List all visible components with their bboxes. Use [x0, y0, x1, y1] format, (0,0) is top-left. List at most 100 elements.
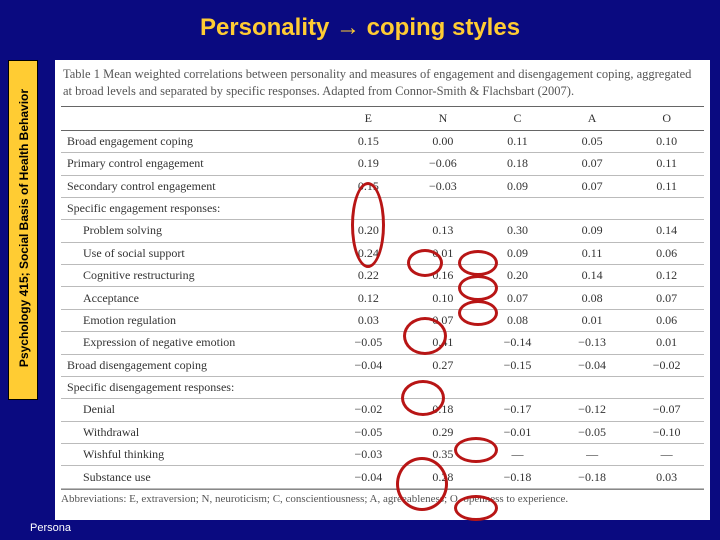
table-row: Specific engagement responses: [61, 197, 704, 219]
slide-title: Personality → coping styles [0, 14, 720, 42]
cell-value: 0.29 [406, 421, 481, 443]
cell-value: 0.14 [555, 265, 630, 287]
cell-value: 0.35 [406, 444, 481, 466]
cell-value: — [480, 444, 555, 466]
cell-value: 0.28 [406, 466, 481, 488]
cell-value: 0.10 [406, 287, 481, 309]
cell-value: 0.11 [555, 242, 630, 264]
col-N: N [406, 106, 481, 130]
cell-value: 0.07 [555, 153, 630, 175]
cell-value: 0.08 [480, 309, 555, 331]
cell-value: 0.03 [629, 466, 704, 488]
cell-value: 0.15 [331, 175, 406, 197]
cell-value: −0.18 [555, 466, 630, 488]
cell-value: 0.01 [406, 242, 481, 264]
cell-value: 0.14 [629, 220, 704, 242]
cell-value: 0.07 [629, 287, 704, 309]
cell-value: −0.18 [480, 466, 555, 488]
cell-value: 0.06 [629, 309, 704, 331]
cell-value: 0.03 [331, 309, 406, 331]
sidebar-bar: Psychology 415; Social Basis of Health B… [8, 60, 38, 400]
cell-value: 0.13 [406, 220, 481, 242]
table-row: Secondary control engagement0.15−0.030.0… [61, 175, 704, 197]
cell-value: 0.09 [480, 242, 555, 264]
cell-value: — [629, 444, 704, 466]
cell-value: 0.01 [629, 332, 704, 354]
col-C: C [480, 106, 555, 130]
col-label [61, 106, 331, 130]
table-row: Specific disengagement responses: [61, 376, 704, 398]
table-row: Expression of negative emotion−0.050.41−… [61, 332, 704, 354]
row-label: Emotion regulation [61, 309, 331, 331]
row-label: Broad engagement coping [61, 130, 331, 152]
row-label: Broad disengagement coping [61, 354, 331, 376]
cell-value: 0.06 [629, 242, 704, 264]
cell-value: 0.20 [331, 220, 406, 242]
table-row: Denial−0.020.18−0.17−0.12−0.07 [61, 399, 704, 421]
cell-value: 0.24 [331, 242, 406, 264]
row-label: Specific engagement responses: [61, 197, 704, 219]
cell-value: 0.22 [331, 265, 406, 287]
cell-value: 0.07 [406, 309, 481, 331]
cell-value: 0.10 [629, 130, 704, 152]
table-container: Table 1 Mean weighted correlations betwe… [55, 60, 710, 520]
cell-value: 0.15 [331, 130, 406, 152]
cell-value: 0.16 [406, 265, 481, 287]
row-label: Expression of negative emotion [61, 332, 331, 354]
title-right: coping styles [367, 14, 520, 41]
cell-value: −0.03 [331, 444, 406, 466]
cell-value: −0.05 [331, 421, 406, 443]
row-label: Denial [61, 399, 331, 421]
table-row: Primary control engagement0.19−0.060.180… [61, 153, 704, 175]
table-row: Acceptance0.120.100.070.080.07 [61, 287, 704, 309]
cell-value: 0.30 [480, 220, 555, 242]
cell-value: 0.18 [480, 153, 555, 175]
cell-value: −0.10 [629, 421, 704, 443]
arrow-icon: → [336, 14, 367, 41]
row-label: Use of social support [61, 242, 331, 264]
correlations-table: ENCAO Broad engagement coping0.150.000.1… [61, 106, 704, 489]
table-caption: Table 1 Mean weighted correlations betwe… [61, 64, 704, 106]
cell-value: −0.07 [629, 399, 704, 421]
row-label: Problem solving [61, 220, 331, 242]
cell-value: −0.17 [480, 399, 555, 421]
cell-value: 0.07 [480, 287, 555, 309]
cell-value: −0.03 [406, 175, 481, 197]
cell-value: 0.27 [406, 354, 481, 376]
row-label: Secondary control engagement [61, 175, 331, 197]
row-label: Specific disengagement responses: [61, 376, 704, 398]
cell-value: 0.00 [406, 130, 481, 152]
row-label: Cognitive restructuring [61, 265, 331, 287]
table-row: Broad engagement coping0.150.000.110.050… [61, 130, 704, 152]
sidebar-label: Psychology 415; Social Basis of Health B… [17, 78, 31, 378]
row-label: Primary control engagement [61, 153, 331, 175]
cell-value: 0.01 [555, 309, 630, 331]
footer-text: Persona [30, 522, 71, 534]
row-label: Wishful thinking [61, 444, 331, 466]
col-A: A [555, 106, 630, 130]
cell-value: −0.06 [406, 153, 481, 175]
cell-value: −0.15 [480, 354, 555, 376]
table-row: Emotion regulation0.030.070.080.010.06 [61, 309, 704, 331]
cell-value: 0.09 [555, 220, 630, 242]
cell-value: 0.20 [480, 265, 555, 287]
cell-value: 0.19 [331, 153, 406, 175]
cell-value: 0.09 [480, 175, 555, 197]
cell-value: 0.11 [480, 130, 555, 152]
cell-value: −0.04 [331, 466, 406, 488]
cell-value: 0.12 [629, 265, 704, 287]
row-label: Withdrawal [61, 421, 331, 443]
table-row: Problem solving0.200.130.300.090.14 [61, 220, 704, 242]
cell-value: 0.07 [555, 175, 630, 197]
cell-value: 0.11 [629, 175, 704, 197]
cell-value: −0.05 [555, 421, 630, 443]
cell-value: −0.04 [331, 354, 406, 376]
cell-value: −0.02 [629, 354, 704, 376]
cell-value: −0.05 [331, 332, 406, 354]
table-row: Cognitive restructuring0.220.160.200.140… [61, 265, 704, 287]
title-left: Personality [200, 14, 329, 41]
cell-value: −0.02 [331, 399, 406, 421]
cell-value: 0.11 [629, 153, 704, 175]
cell-value: −0.01 [480, 421, 555, 443]
col-E: E [331, 106, 406, 130]
